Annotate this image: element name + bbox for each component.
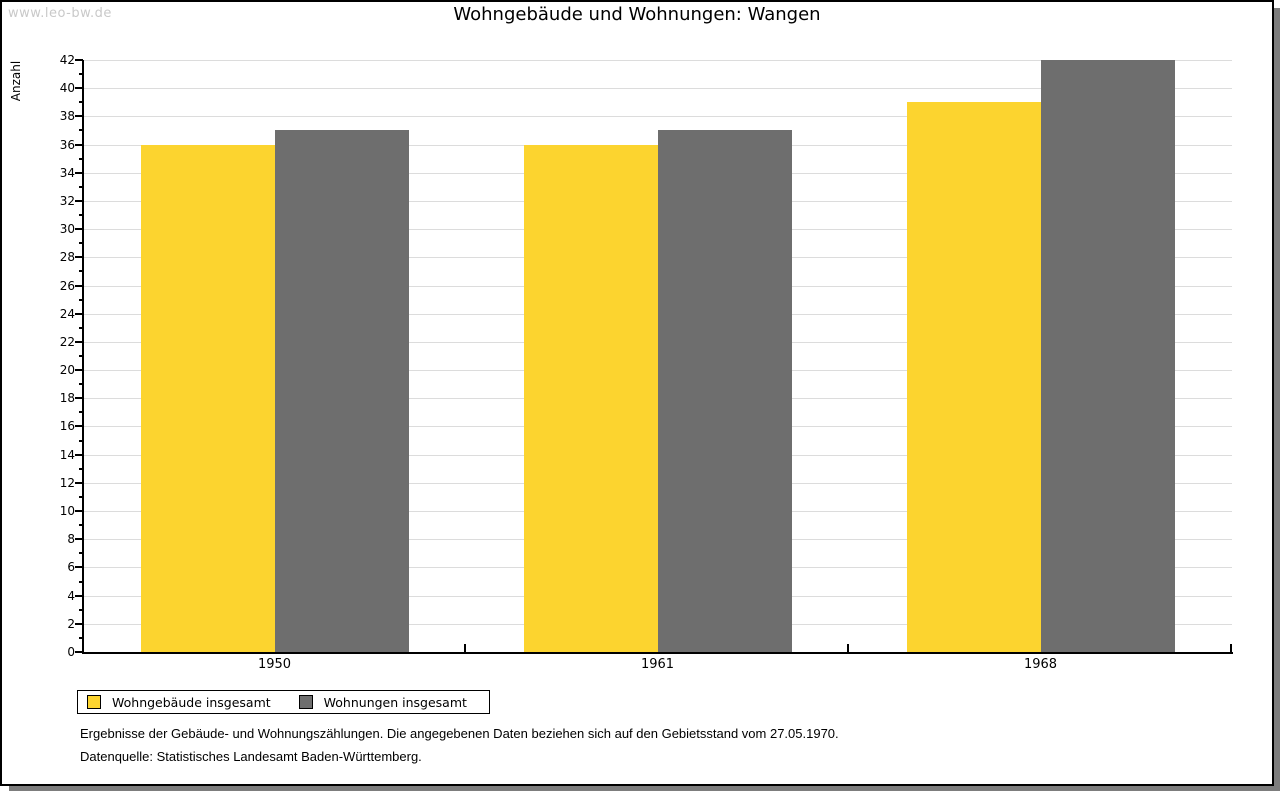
y-tick-minor xyxy=(79,580,83,583)
y-tick-major xyxy=(75,59,83,61)
y-tick-major xyxy=(75,228,83,231)
y-axis-title: Anzahl xyxy=(9,60,23,102)
y-tick-minor xyxy=(79,326,83,329)
bar-wohngebäude-1968 xyxy=(906,102,1041,652)
legend-swatch-yellow-icon xyxy=(87,695,101,709)
y-tick-label: 4 xyxy=(67,588,75,603)
y-tick-label: 30 xyxy=(59,222,75,237)
y-tick-major xyxy=(75,425,83,428)
gridline xyxy=(83,60,1232,61)
gridline xyxy=(83,88,1232,90)
y-tick-minor xyxy=(79,270,83,273)
y-tick-label: 34 xyxy=(59,165,75,180)
y-tick-label: 12 xyxy=(59,475,75,490)
x-category-divider xyxy=(847,644,849,652)
bar-wohngebäude-1950 xyxy=(140,144,275,652)
y-tick-minor xyxy=(79,524,83,527)
y-tick-minor xyxy=(79,214,83,217)
y-tick-label: 24 xyxy=(59,306,75,321)
y-tick-major xyxy=(75,369,83,372)
y-tick-label: 42 xyxy=(59,53,75,67)
y-tick-label: 36 xyxy=(59,137,75,152)
y-tick-major xyxy=(75,284,83,287)
y-tick-label: 14 xyxy=(59,447,75,462)
chart-title: Wohngebäude und Wohnungen: Wangen xyxy=(453,4,821,25)
y-tick-major xyxy=(75,622,83,625)
y-tick-label: 2 xyxy=(67,616,75,631)
y-tick-major xyxy=(75,87,83,90)
x-axis-line xyxy=(82,652,1233,654)
y-tick-label: 16 xyxy=(59,419,75,434)
y-tick-major xyxy=(75,651,83,653)
y-tick-label: 32 xyxy=(59,193,75,208)
x-category-divider xyxy=(1230,644,1232,652)
y-tick-label: 38 xyxy=(59,109,75,124)
y-axis-line xyxy=(82,60,84,654)
y-tick-minor xyxy=(79,157,83,160)
y-tick-minor xyxy=(79,552,83,555)
legend: Wohngebäude insgesamt Wohnungen insgesam… xyxy=(77,690,490,714)
y-tick-minor xyxy=(79,355,83,357)
legend-label: Wohngebäude insgesamt xyxy=(112,694,271,710)
y-tick-minor xyxy=(79,439,83,442)
legend-label: Wohnungen insgesamt xyxy=(323,694,467,710)
y-tick-minor xyxy=(79,636,83,639)
y-tick-major xyxy=(75,594,83,597)
legend-entry-wohnungen: Wohnungen insgesamt xyxy=(298,694,467,710)
y-tick-major xyxy=(75,510,83,513)
y-tick-label: 18 xyxy=(59,391,75,406)
y-tick-major xyxy=(75,481,83,484)
y-tick-major xyxy=(75,538,83,541)
legend-entry-wohngebaeude: Wohngebäude insgesamt xyxy=(87,695,271,710)
y-tick-label: 8 xyxy=(67,532,75,547)
y-tick-minor xyxy=(79,101,83,104)
y-tick-major xyxy=(75,340,83,343)
x-tick-label-1950: 1950 xyxy=(257,657,292,672)
x-tick-label-1961: 1961 xyxy=(640,657,675,672)
y-tick-minor xyxy=(79,185,83,188)
bar-wohnungen-1950 xyxy=(274,130,409,652)
y-tick-label: 40 xyxy=(59,81,75,96)
y-tick-minor xyxy=(79,242,83,245)
y-tick-major xyxy=(75,115,83,118)
footer-source: Datenquelle: Statistisches Landesamt Bad… xyxy=(80,749,422,764)
y-tick-label: 26 xyxy=(59,278,75,293)
y-tick-minor xyxy=(79,129,83,132)
y-tick-minor xyxy=(79,467,83,470)
y-tick-major xyxy=(75,453,83,456)
y-tick-minor xyxy=(79,298,83,301)
x-tick-label-1968: 1968 xyxy=(1023,657,1058,672)
y-tick-label: 22 xyxy=(59,334,75,349)
y-tick-major xyxy=(75,312,83,315)
y-tick-major xyxy=(75,171,83,174)
y-tick-label: 20 xyxy=(59,363,75,378)
y-tick-label: 0 xyxy=(67,645,75,659)
y-tick-major xyxy=(75,566,83,569)
y-tick-label: 10 xyxy=(59,504,75,519)
legend-swatch-gray-icon xyxy=(298,695,313,709)
y-tick-label: 28 xyxy=(59,250,75,265)
x-category-divider xyxy=(464,644,466,652)
bar-wohnungen-1961 xyxy=(657,130,792,652)
y-tick-major xyxy=(75,397,83,400)
y-tick-minor xyxy=(79,383,83,386)
y-tick-minor xyxy=(79,495,83,498)
y-tick-minor xyxy=(79,73,83,76)
y-tick-minor xyxy=(79,411,83,414)
bar-wohngebäude-1961 xyxy=(523,144,658,652)
footer-note: Ergebnisse der Gebäude- und Wohnungszähl… xyxy=(80,726,839,741)
y-tick-minor xyxy=(79,608,83,611)
y-tick-label: 6 xyxy=(67,560,75,575)
y-tick-major xyxy=(75,143,83,146)
bar-wohnungen-1968 xyxy=(1040,60,1175,652)
y-tick-major xyxy=(75,199,83,202)
watermark: www.leo-bw.de xyxy=(8,6,112,21)
gridline xyxy=(83,116,1232,118)
y-tick-major xyxy=(75,256,83,259)
